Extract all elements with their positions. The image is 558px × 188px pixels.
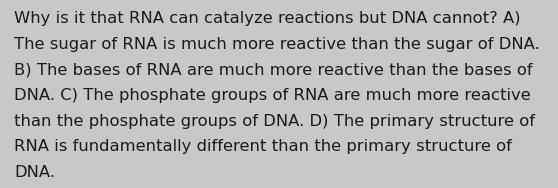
Text: The sugar of RNA is much more reactive than the sugar of DNA.: The sugar of RNA is much more reactive t… [14,37,540,52]
Text: DNA. C) The phosphate groups of RNA are much more reactive: DNA. C) The phosphate groups of RNA are … [14,88,531,103]
Text: than the phosphate groups of DNA. D) The primary structure of: than the phosphate groups of DNA. D) The… [14,114,535,129]
Text: B) The bases of RNA are much more reactive than the bases of: B) The bases of RNA are much more reacti… [14,62,532,77]
Text: RNA is fundamentally different than the primary structure of: RNA is fundamentally different than the … [14,139,512,154]
Text: Why is it that RNA can catalyze reactions but DNA cannot? A): Why is it that RNA can catalyze reaction… [14,11,521,26]
Text: DNA.: DNA. [14,165,55,180]
